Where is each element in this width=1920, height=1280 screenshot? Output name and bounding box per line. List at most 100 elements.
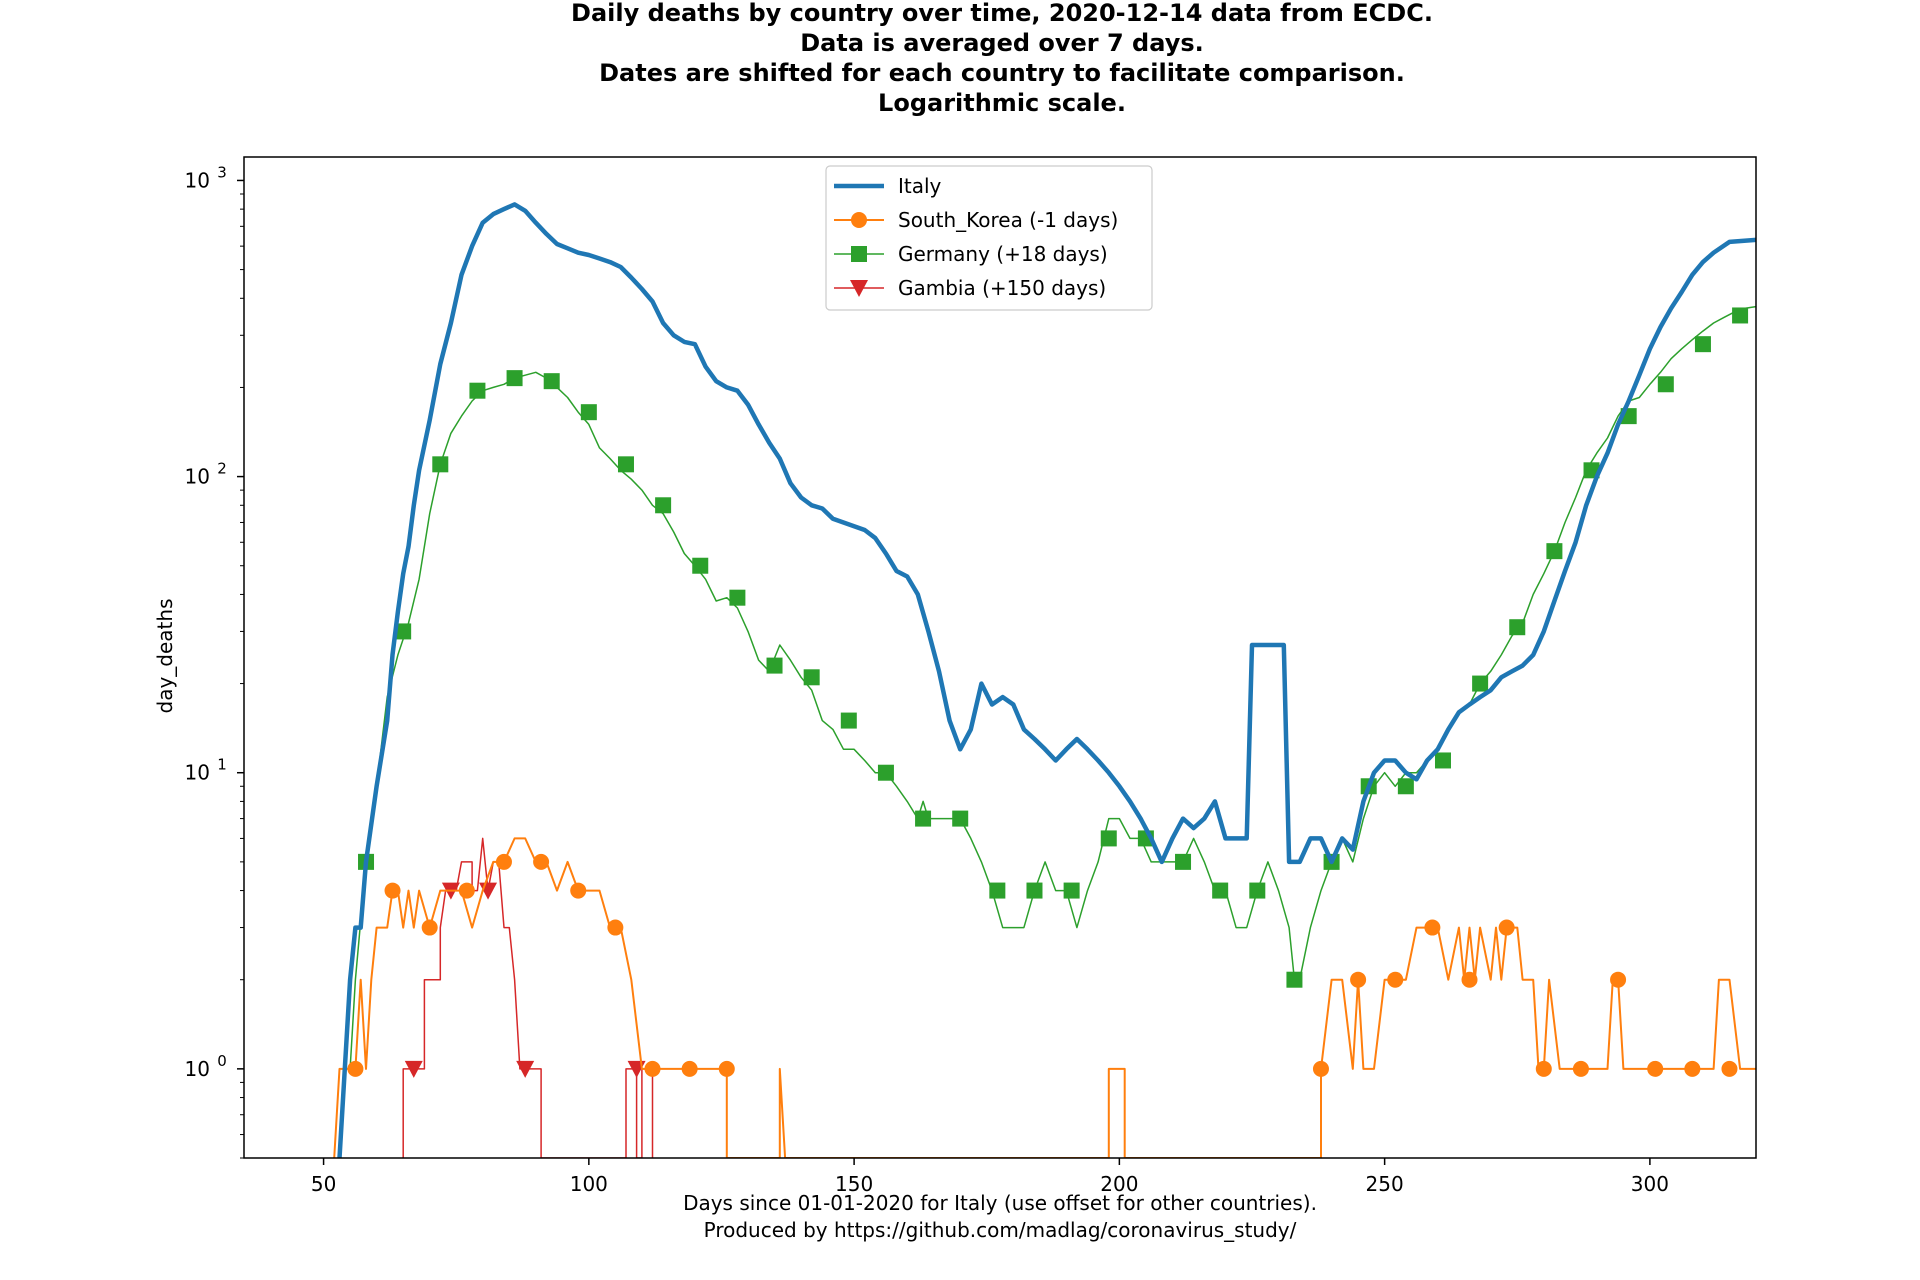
data-point: [644, 1060, 661, 1077]
data-point: [655, 497, 672, 514]
title-line: Logarithmic scale.: [878, 89, 1126, 117]
series-germany: [349, 305, 1756, 1069]
data-point: [404, 1060, 423, 1078]
data-point: [432, 456, 449, 473]
data-point: [580, 404, 597, 421]
legend-label: South_Korea (-1 days): [898, 208, 1118, 232]
data-point: [803, 669, 820, 686]
data-point: [1657, 376, 1674, 393]
x-axis-label-line: Produced by https://github.com/madlag/co…: [704, 1218, 1297, 1242]
data-point: [1732, 307, 1749, 324]
data-point: [915, 810, 932, 827]
legend-item: Italy: [834, 174, 942, 198]
data-point: [1350, 971, 1367, 988]
data-point: [877, 764, 894, 781]
data-point: [1100, 830, 1117, 847]
y-tick-exponent: 1: [217, 756, 227, 774]
title-line: Dates are shifted for each country to fa…: [599, 59, 1405, 87]
data-point: [1461, 971, 1478, 988]
data-point: [989, 882, 1006, 899]
y-tick-exponent: 3: [217, 163, 227, 181]
legend-swatch-marker: [850, 280, 868, 297]
data-point: [1684, 1060, 1701, 1077]
data-point: [1312, 1060, 1329, 1077]
data-point: [1424, 919, 1441, 936]
series-gambia: [402, 837, 654, 1158]
data-point: [495, 853, 512, 870]
legend-label: Gambia (+150 days): [898, 276, 1106, 300]
data-point: [718, 1060, 735, 1077]
x-tick-label: 200: [1100, 1172, 1138, 1196]
data-point: [506, 370, 523, 387]
data-point: [952, 810, 969, 827]
legend-label: Germany (+18 days): [898, 242, 1108, 266]
data-point: [421, 919, 438, 936]
y-axis-label: day_deaths: [153, 599, 177, 714]
data-point: [1434, 752, 1451, 769]
series-line: [402, 837, 654, 1158]
data-point: [617, 456, 634, 473]
y-tick-label: 10: [185, 465, 210, 489]
data-point: [1249, 882, 1266, 899]
data-point: [1472, 675, 1489, 692]
legend-item: Gambia (+150 days): [834, 276, 1106, 300]
y-tick-label: 10: [185, 1057, 210, 1081]
series-layer: [333, 202, 1756, 1158]
data-point: [395, 623, 412, 640]
data-point: [1647, 1060, 1664, 1077]
data-point: [543, 373, 560, 390]
data-point: [1212, 882, 1229, 899]
data-point: [347, 1060, 364, 1077]
y-axis: 10 0 10 1 10 2 10 3: [185, 163, 244, 1159]
data-point: [1721, 1060, 1738, 1077]
data-point: [469, 382, 486, 399]
x-tick-label: 100: [570, 1172, 608, 1196]
data-point: [1387, 971, 1404, 988]
data-point: [1175, 853, 1192, 870]
y-tick-label: 10: [185, 168, 210, 192]
data-point: [1694, 336, 1711, 353]
legend-item: South_Korea (-1 days): [834, 208, 1118, 232]
y-tick-exponent: 2: [217, 460, 227, 478]
title-line: Data is averaged over 7 days.: [800, 29, 1204, 57]
data-point: [1610, 971, 1627, 988]
series-south_korea: [333, 837, 1756, 1158]
legend: Italy South_Korea (-1 days) Germany (+18 d…: [825, 165, 1153, 311]
series-line: [337, 202, 1756, 1158]
data-point: [840, 712, 857, 729]
data-point: [1509, 619, 1526, 636]
x-tick-label: 150: [835, 1172, 873, 1196]
data-point: [681, 1060, 698, 1077]
x-tick-label: 250: [1366, 1172, 1404, 1196]
data-point: [533, 853, 550, 870]
data-point: [1572, 1060, 1589, 1077]
series-line: [349, 305, 1756, 1069]
x-axis-label-line: Days since 01-01-2020 for Italy (use off…: [683, 1191, 1317, 1215]
plot-frame: [243, 156, 1757, 1159]
data-point: [1546, 543, 1563, 560]
series-line: [333, 837, 1756, 1158]
series-italy: [337, 202, 1756, 1158]
plot-area: [243, 156, 1757, 1159]
legend-swatch-marker: [851, 212, 867, 228]
data-point: [1498, 919, 1515, 936]
data-point: [766, 657, 783, 674]
x-axis: 50 100 150 200 250 300: [311, 1158, 1669, 1196]
x-tick-label: 300: [1631, 1172, 1669, 1196]
data-point: [458, 882, 475, 899]
data-point: [1397, 778, 1414, 795]
legend-swatch-marker: [851, 246, 867, 262]
data-point: [1535, 1060, 1552, 1077]
data-point: [607, 919, 624, 936]
data-point: [1063, 882, 1080, 899]
y-tick-exponent: 0: [217, 1052, 227, 1070]
data-point: [1286, 971, 1303, 988]
title-line: Daily deaths by country over time, 2020-…: [571, 0, 1433, 27]
chart-title: Daily deaths by country over time, 2020-…: [571, 0, 1433, 117]
data-point: [384, 882, 401, 899]
data-point: [1026, 882, 1043, 899]
legend-item: Germany (+18 days): [834, 242, 1108, 266]
legend-box: [825, 165, 1153, 311]
data-point: [570, 882, 587, 899]
